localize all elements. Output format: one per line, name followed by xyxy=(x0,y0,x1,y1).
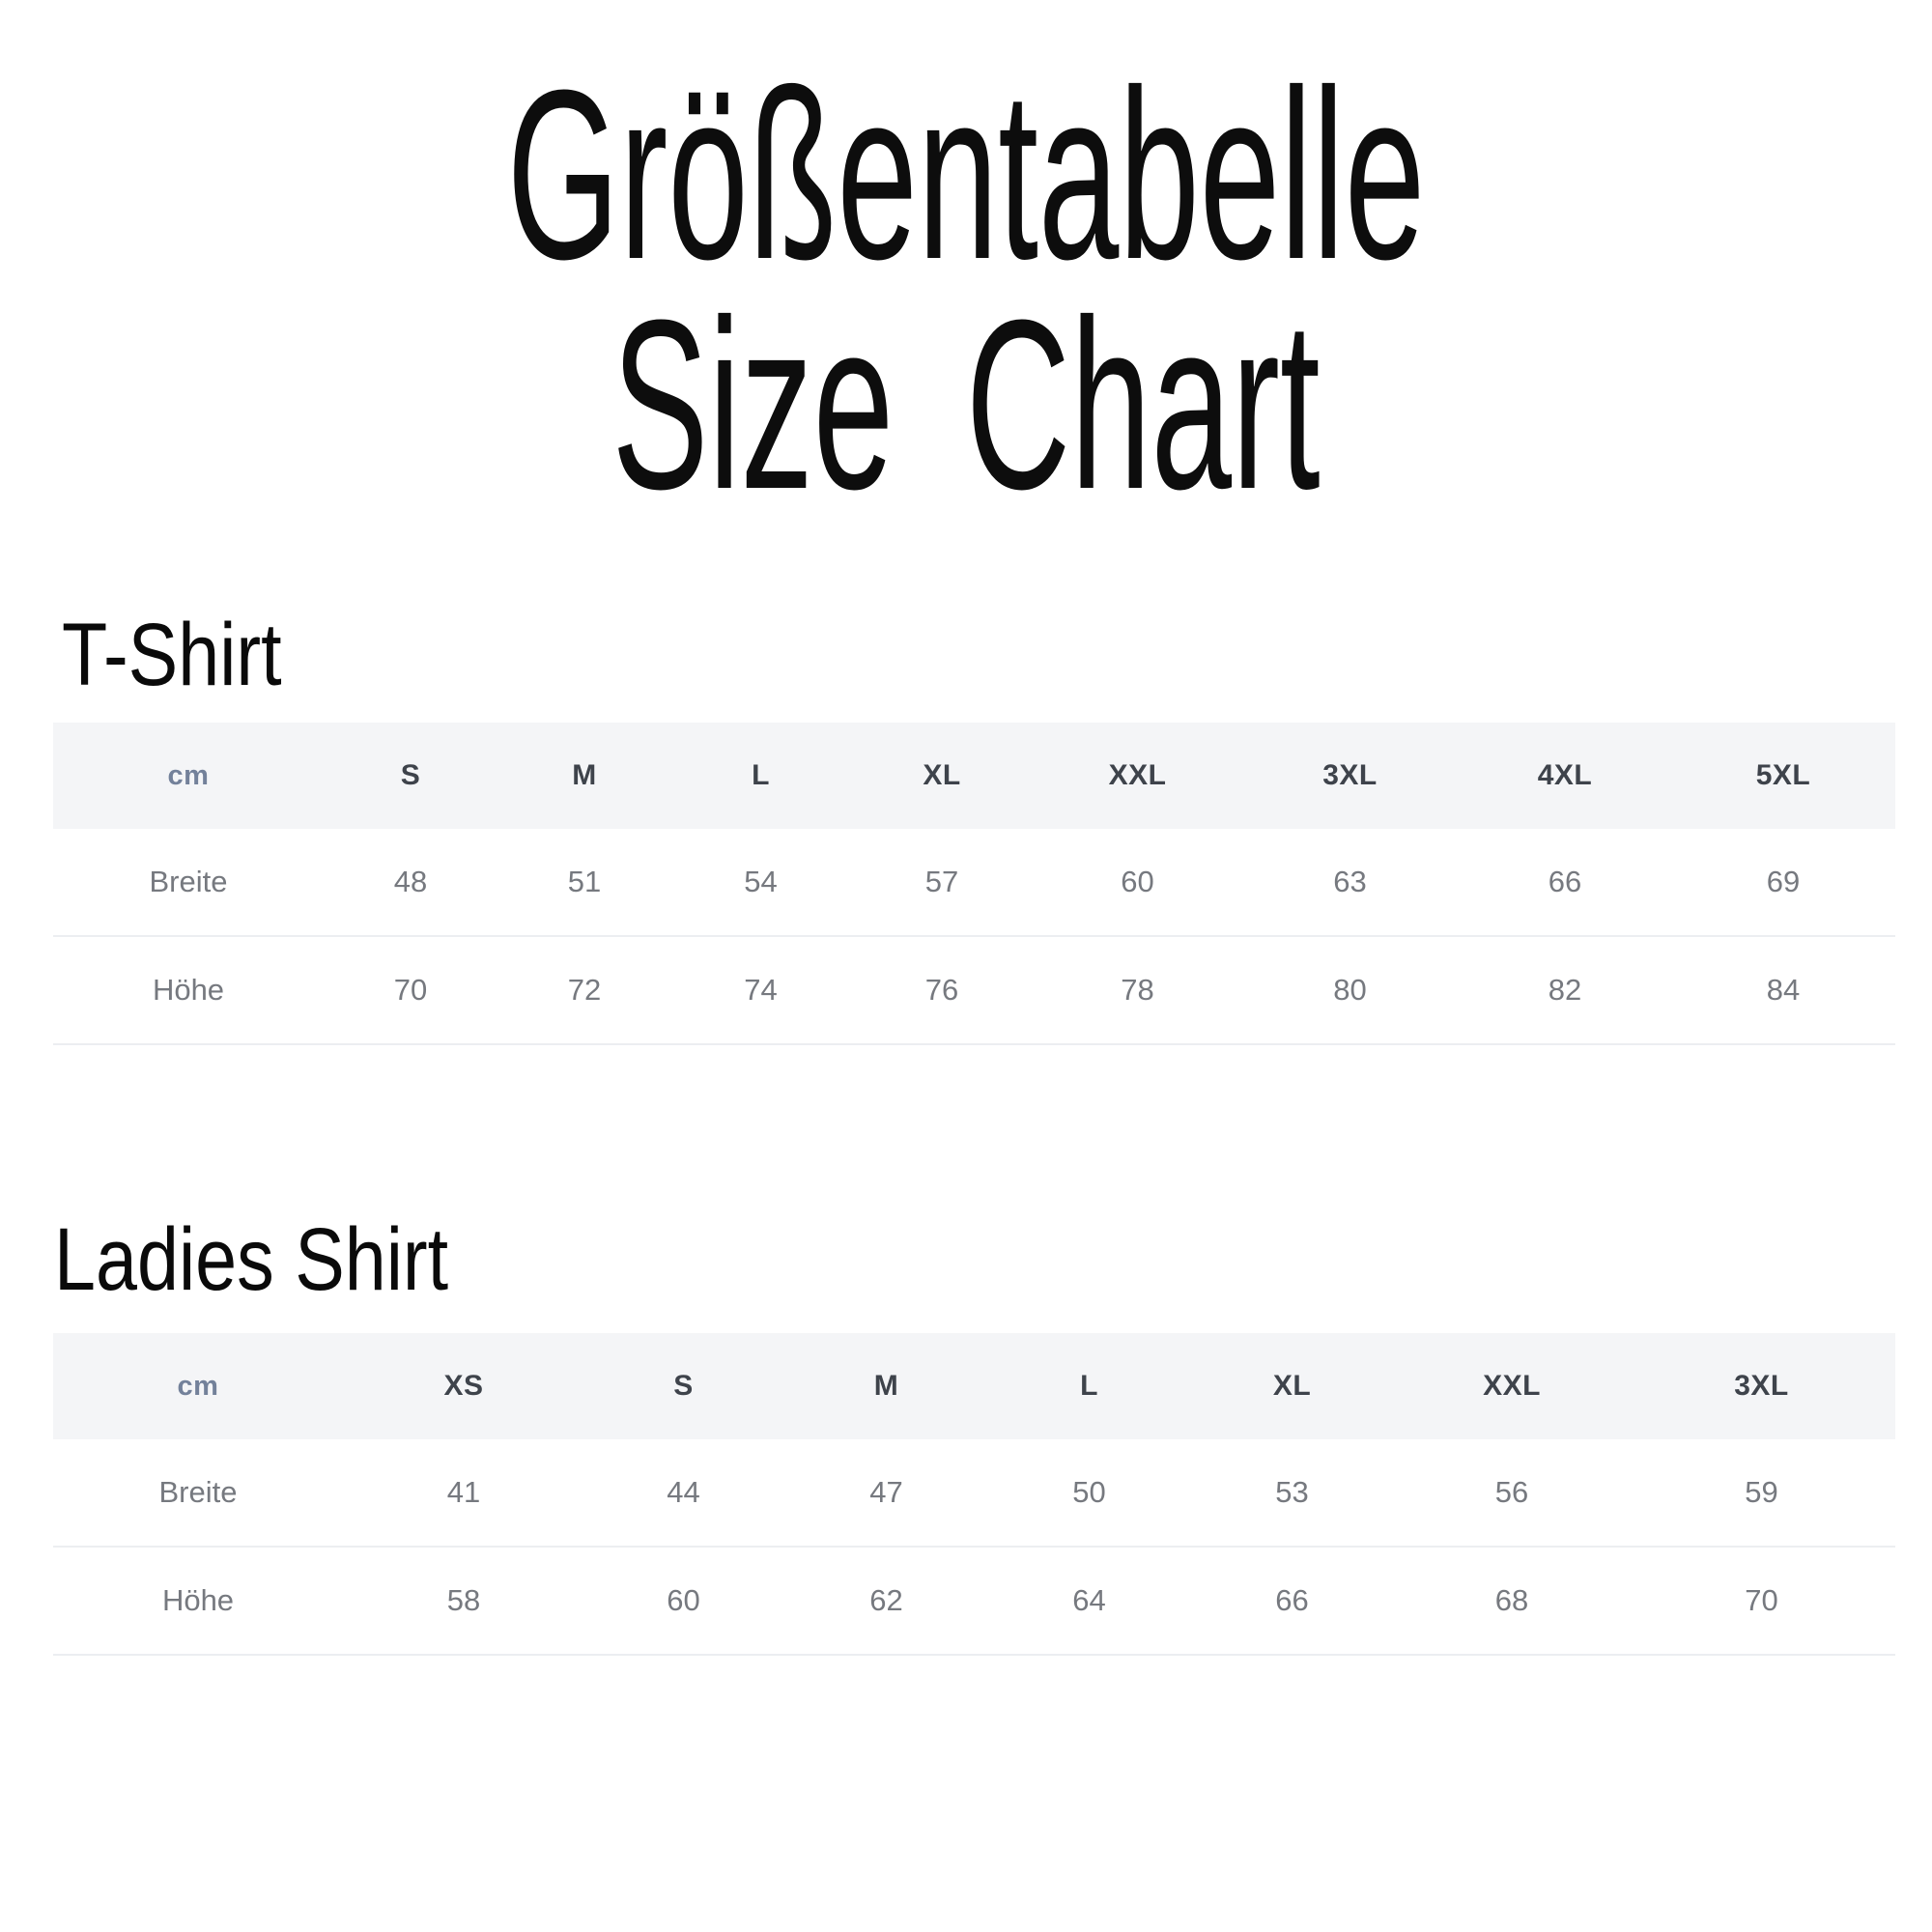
table-row-hoehe: Höhe 58 60 62 64 66 68 70 xyxy=(53,1547,1895,1656)
size-value-cell: 63 xyxy=(1241,829,1459,937)
row-label-cell: Höhe xyxy=(53,936,324,1045)
size-value-cell: 72 xyxy=(497,936,671,1045)
size-value-cell: 74 xyxy=(671,936,850,1045)
size-value-cell: 64 xyxy=(990,1547,1188,1656)
title-german: Größentabelle xyxy=(506,40,1426,309)
section-heading-tshirt: T-Shirt xyxy=(62,606,282,704)
size-value-cell: 53 xyxy=(1188,1439,1396,1548)
size-value-cell: 56 xyxy=(1396,1439,1628,1548)
size-value-cell: 62 xyxy=(782,1547,990,1656)
unit-header-cell: cm xyxy=(53,1333,343,1439)
size-value-cell: 58 xyxy=(343,1547,584,1656)
size-header-cell: XXL xyxy=(1396,1333,1628,1439)
size-header-cell: S xyxy=(324,723,497,829)
size-value-cell: 47 xyxy=(782,1439,990,1548)
size-value-cell: 48 xyxy=(324,829,497,937)
section-heading-ladies: Ladies Shirt xyxy=(54,1210,449,1309)
row-label-cell: Breite xyxy=(53,1439,343,1548)
size-value-cell: 57 xyxy=(850,829,1034,937)
size-value-cell: 59 xyxy=(1628,1439,1895,1548)
page-title: Größentabelle Size Chart xyxy=(0,40,1932,539)
size-value-cell: 68 xyxy=(1396,1547,1628,1656)
size-value-cell: 66 xyxy=(1459,829,1671,937)
size-header-cell: M xyxy=(497,723,671,829)
size-value-cell: 54 xyxy=(671,829,850,937)
size-header-cell: 4XL xyxy=(1459,723,1671,829)
tshirt-header-row: cm S M L XL XXL 3XL 4XL 5XL xyxy=(53,723,1895,829)
size-header-cell: L xyxy=(990,1333,1188,1439)
size-value-cell: 80 xyxy=(1241,936,1459,1045)
size-header-cell: M xyxy=(782,1333,990,1439)
size-header-cell: S xyxy=(584,1333,782,1439)
row-label-cell: Höhe xyxy=(53,1547,343,1656)
size-value-cell: 41 xyxy=(343,1439,584,1548)
size-value-cell: 82 xyxy=(1459,936,1671,1045)
size-header-cell: L xyxy=(671,723,850,829)
ladies-header-row: cm XS S M L XL XXL 3XL xyxy=(53,1333,1895,1439)
table-row-breite: Breite 48 51 54 57 60 63 66 69 xyxy=(53,829,1895,937)
size-value-cell: 66 xyxy=(1188,1547,1396,1656)
size-header-cell: XXL xyxy=(1034,723,1241,829)
size-value-cell: 60 xyxy=(584,1547,782,1656)
table-row-hoehe: Höhe 70 72 74 76 78 80 82 84 xyxy=(53,936,1895,1045)
size-value-cell: 60 xyxy=(1034,829,1241,937)
size-value-cell: 69 xyxy=(1671,829,1895,937)
size-value-cell: 44 xyxy=(584,1439,782,1548)
size-value-cell: 70 xyxy=(1628,1547,1895,1656)
size-value-cell: 50 xyxy=(990,1439,1188,1548)
size-value-cell: 70 xyxy=(324,936,497,1045)
size-header-cell: XL xyxy=(1188,1333,1396,1439)
size-header-cell: 3XL xyxy=(1241,723,1459,829)
unit-header-cell: cm xyxy=(53,723,324,829)
size-value-cell: 51 xyxy=(497,829,671,937)
table-row-breite: Breite 41 44 47 50 53 56 59 xyxy=(53,1439,1895,1548)
size-header-cell: XL xyxy=(850,723,1034,829)
row-label-cell: Breite xyxy=(53,829,324,937)
title-english: Size Chart xyxy=(611,270,1321,539)
size-value-cell: 84 xyxy=(1671,936,1895,1045)
size-value-cell: 78 xyxy=(1034,936,1241,1045)
size-header-cell: 5XL xyxy=(1671,723,1895,829)
size-value-cell: 76 xyxy=(850,936,1034,1045)
size-header-cell: XS xyxy=(343,1333,584,1439)
size-header-cell: 3XL xyxy=(1628,1333,1895,1439)
ladies-size-table: cm XS S M L XL XXL 3XL Breite 41 44 47 5… xyxy=(53,1333,1895,1656)
tshirt-size-table: cm S M L XL XXL 3XL 4XL 5XL Breite 48 51… xyxy=(53,723,1895,1045)
